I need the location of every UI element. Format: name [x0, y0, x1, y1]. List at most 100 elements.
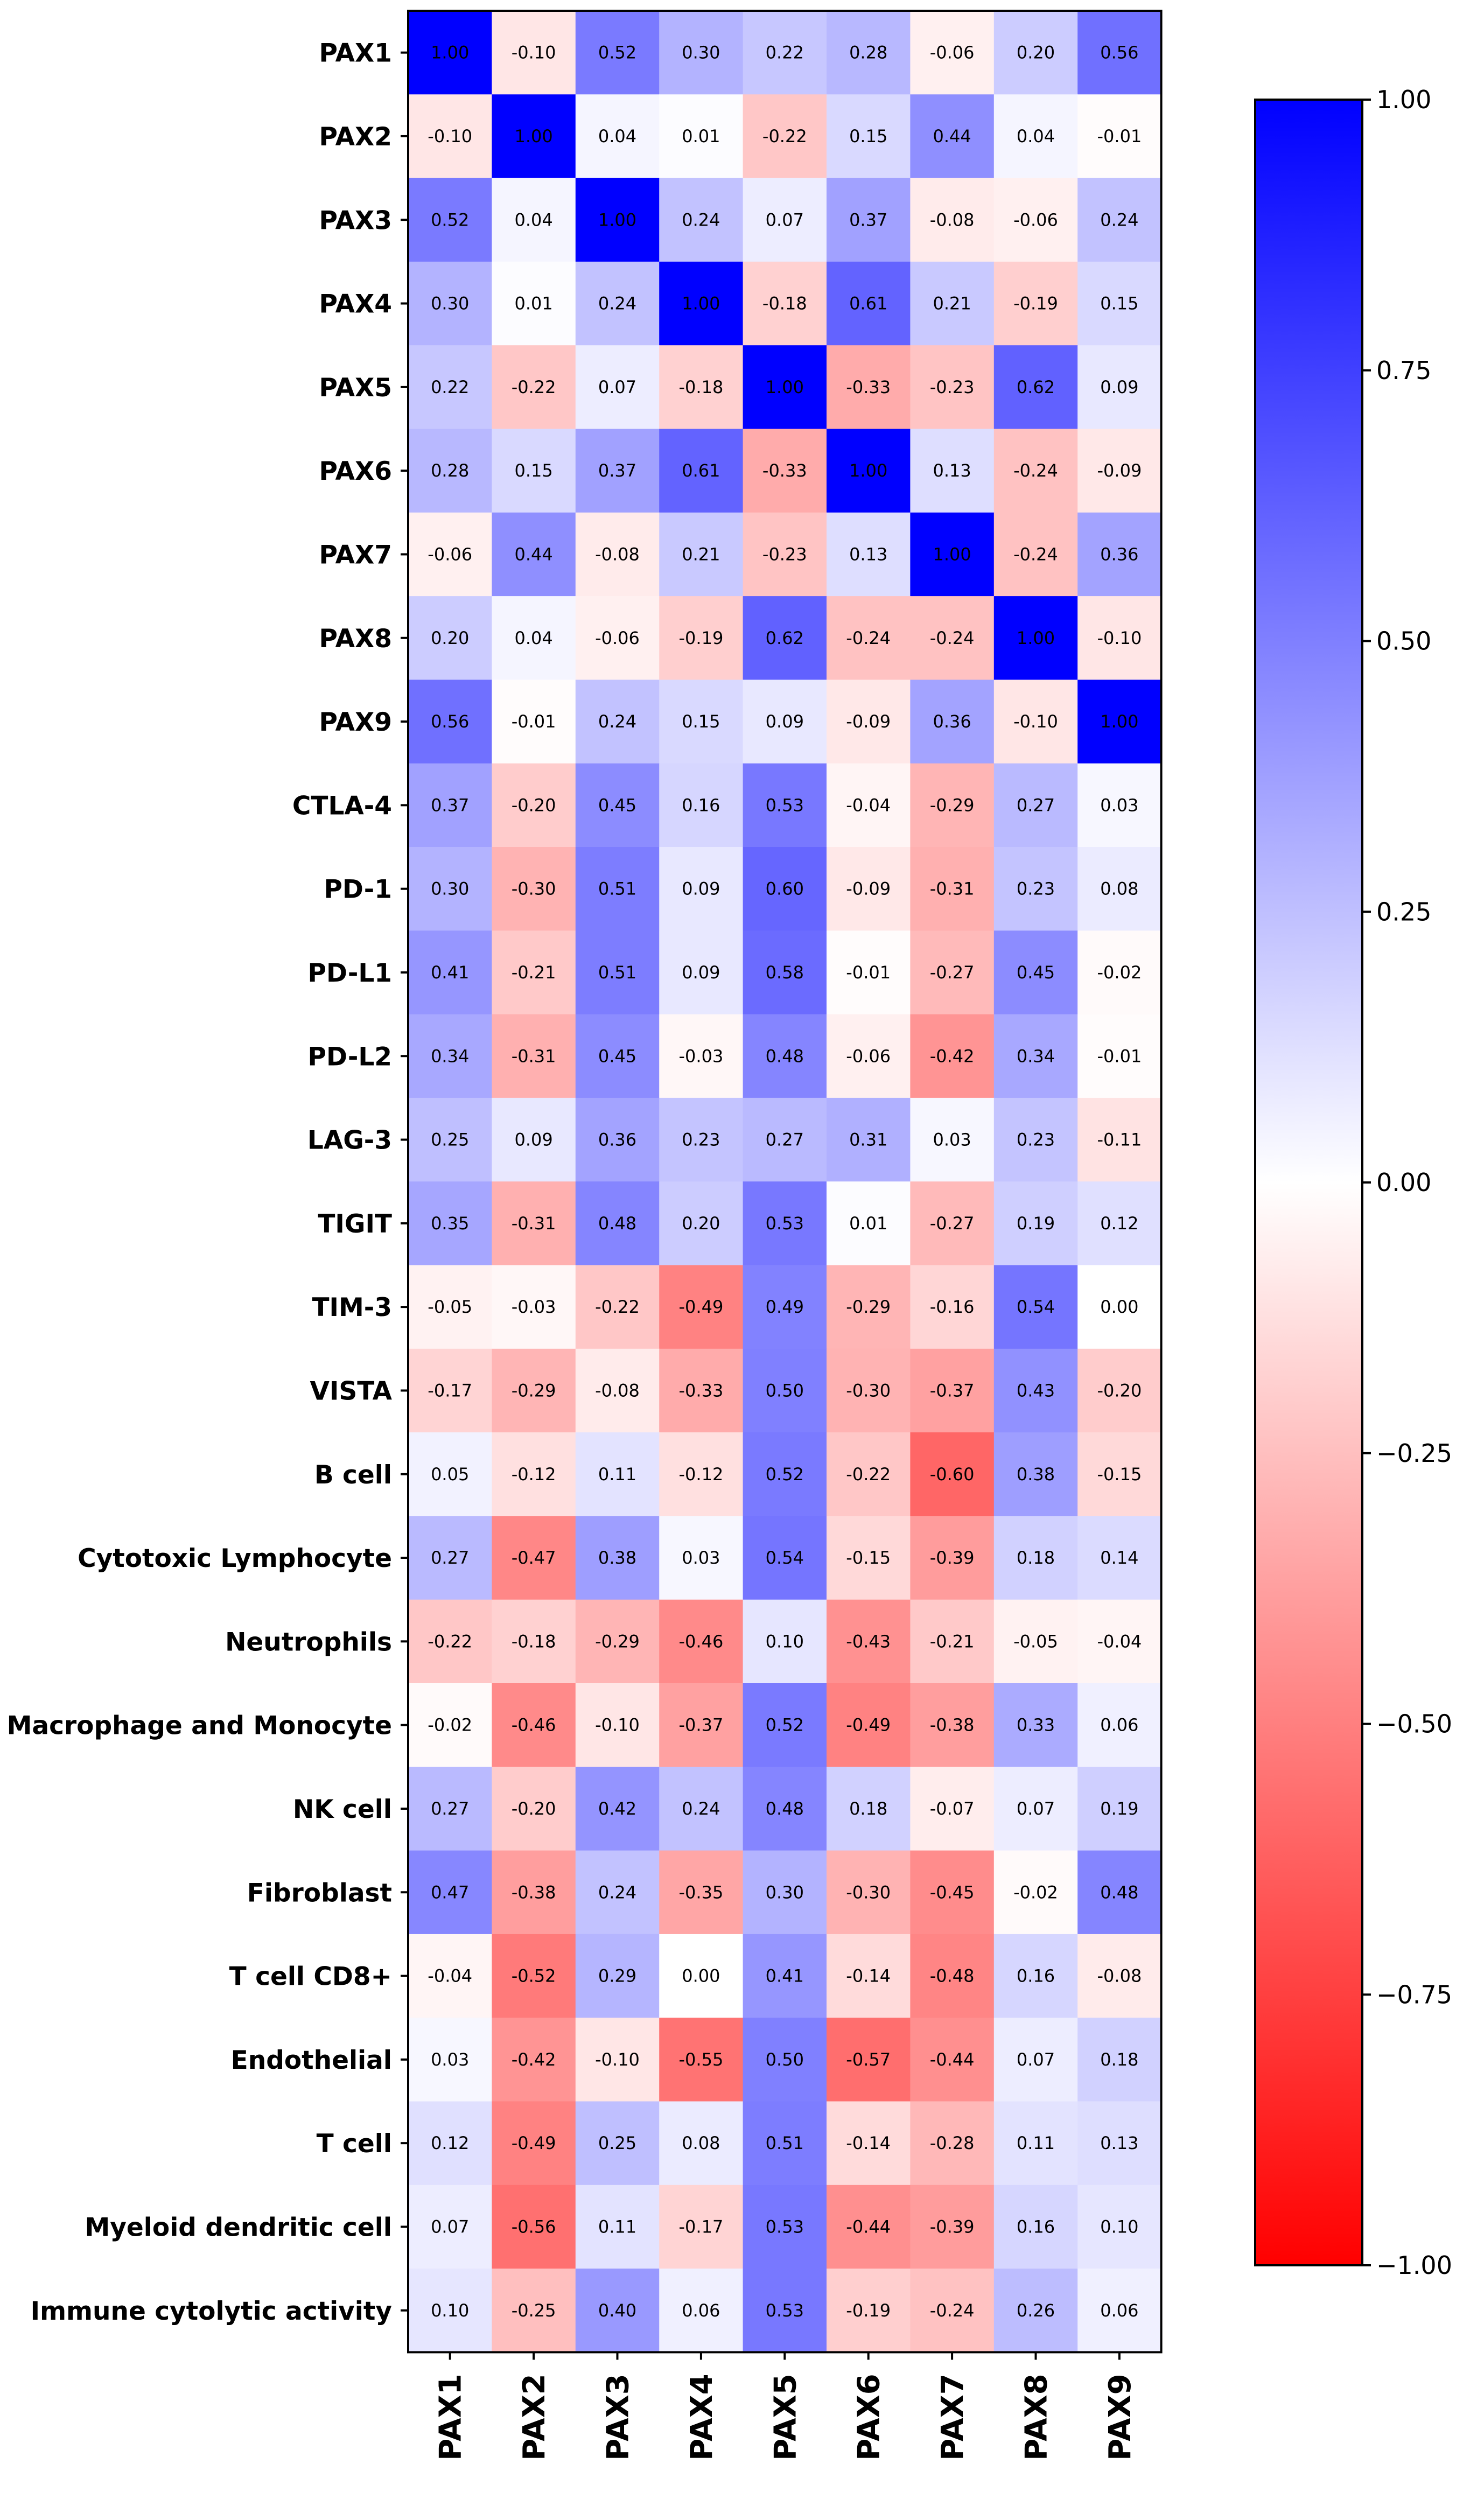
cell-value-label: 0.18: [849, 1798, 887, 1819]
cell-value-label: -0.60: [930, 1464, 975, 1485]
heatmap-cell: [492, 1599, 576, 1684]
cell-value-label: -0.04: [846, 795, 891, 815]
heatmap-cell: [1077, 11, 1162, 95]
heatmap-cell: [492, 1934, 576, 2018]
heatmap-cell: [659, 1181, 744, 1266]
cell-value-label: 0.51: [598, 879, 636, 899]
y-tick-label: PD-1: [324, 875, 392, 905]
y-tick-label: PAX2: [319, 122, 392, 152]
heatmap-cell: [575, 763, 660, 848]
cell-value-label: -0.15: [846, 1548, 891, 1568]
cell-value-label: -0.42: [930, 1046, 975, 1066]
y-tick-label: PAX1: [319, 39, 392, 68]
heatmap-cell: [1077, 1850, 1162, 1935]
cell-value-label: 0.24: [598, 1882, 636, 1902]
cell-value-label: 0.12: [431, 2133, 469, 2153]
cell-value-label: 0.37: [431, 795, 469, 815]
heatmap-cell: [659, 1097, 744, 1182]
x-tick-label: PAX3: [601, 2374, 636, 2460]
cell-value-label: 0.62: [766, 628, 804, 648]
heatmap-cell: [910, 1850, 995, 1935]
x-tick-label: PAX2: [517, 2374, 552, 2460]
cell-value-label: 0.18: [1100, 2049, 1138, 2070]
cell-value-label: 0.42: [598, 1798, 636, 1819]
cell-value-label: -0.22: [512, 377, 556, 397]
cell-value-label: 0.53: [766, 2300, 804, 2321]
cell-value-label: 0.04: [1017, 126, 1055, 146]
heatmap-cell: [408, 1348, 492, 1433]
cell-value-label: 0.51: [598, 962, 636, 983]
cell-value-label: -0.56: [512, 2216, 556, 2237]
heatmap-cell: [408, 680, 492, 764]
heatmap-cell: [575, 94, 660, 179]
cell-value-label: -0.33: [762, 460, 807, 481]
heatmap-cell: [993, 345, 1078, 430]
cell-value-label: -0.02: [1097, 962, 1142, 983]
heatmap-cell: [659, 596, 744, 680]
cell-value-label: -0.43: [846, 1631, 891, 1651]
x-tick-label: PAX7: [935, 2374, 970, 2460]
cell-value-label: 0.51: [766, 2133, 804, 2153]
heatmap-cell: [743, 1683, 827, 1767]
heatmap-cell: [743, 596, 827, 680]
x-tick-label: PAX9: [1103, 2374, 1138, 2460]
cell-value-label: 0.37: [849, 209, 887, 230]
heatmap-cell: [408, 1850, 492, 1935]
heatmap-cell: [993, 1767, 1078, 1851]
heatmap-cell: [827, 2269, 911, 2353]
cell-value-label: -0.02: [428, 1715, 472, 1735]
colorbar-tick-label: −0.50: [1376, 1710, 1452, 1739]
heatmap-cell: [993, 429, 1078, 513]
heatmap-cell: [827, 261, 911, 346]
heatmap-cell: [743, 2269, 827, 2353]
heatmap-cell: [575, 1097, 660, 1182]
heatmap-cell: [575, 1599, 660, 1684]
heatmap-cell: [575, 512, 660, 597]
cell-value-label: 0.33: [1017, 1715, 1055, 1735]
heatmap-cell: [408, 596, 492, 680]
cell-value-label: 1.00: [514, 126, 552, 146]
cell-value-label: 0.37: [598, 460, 636, 481]
cell-value-label: 0.20: [682, 1213, 720, 1234]
heatmap-cell: [408, 1767, 492, 1851]
cell-value-label: -0.10: [512, 43, 556, 63]
cell-value-label: 0.15: [514, 460, 552, 481]
heatmap-cell: [659, 11, 744, 95]
cell-value-label: 0.13: [849, 544, 887, 564]
cell-value-label: 0.12: [1100, 1213, 1138, 1234]
heatmap-cell: [659, 1265, 744, 1349]
cell-value-label: -0.44: [846, 2216, 891, 2237]
cell-value-label: -0.20: [1097, 1380, 1142, 1401]
cell-value-label: -0.30: [846, 1882, 891, 1902]
heatmap-cell: [743, 11, 827, 95]
cell-value-label: -0.31: [512, 1213, 556, 1234]
heatmap-cell: [993, 2018, 1078, 2102]
heatmap-cell: [408, 1265, 492, 1349]
cell-value-label: 0.48: [598, 1213, 636, 1234]
heatmap-cell: [1077, 2101, 1162, 2186]
heatmap-cell: [575, 2018, 660, 2102]
cell-value-label: 0.35: [431, 1213, 469, 1234]
heatmap-cell: [743, 1850, 827, 1935]
cell-value-label: -0.08: [595, 544, 640, 564]
x-tick-label: PAX6: [852, 2374, 887, 2460]
cell-value-label: -0.05: [1013, 1631, 1058, 1651]
cell-value-label: 0.06: [1100, 1715, 1138, 1735]
cell-value-label: 0.11: [1017, 2133, 1055, 2153]
heatmap-cell: [492, 429, 576, 513]
heatmap-cell: [910, 512, 995, 597]
heatmap-cell: [1077, 2269, 1162, 2353]
heatmap-cell: [993, 94, 1078, 179]
heatmap-cell: [743, 680, 827, 764]
heatmap-cell: [993, 1516, 1078, 1600]
heatmap-cell: [910, 763, 995, 848]
cell-value-label: -0.49: [512, 2133, 556, 2153]
heatmap-cell: [408, 1181, 492, 1266]
column-labels: PAX1 PAX2 PAX3 PAX4 PAX5 PAX6 PAX7 PAX8 PAX9: [433, 2352, 1138, 2461]
cell-value-label: -0.02: [1013, 1882, 1058, 1902]
heatmap-cell: [743, 1348, 827, 1433]
heatmap-cell: [827, 1599, 911, 1684]
cell-value-label: 0.38: [1017, 1464, 1055, 1485]
heatmap-cell: [827, 930, 911, 1015]
heatmap-cell: [827, 596, 911, 680]
